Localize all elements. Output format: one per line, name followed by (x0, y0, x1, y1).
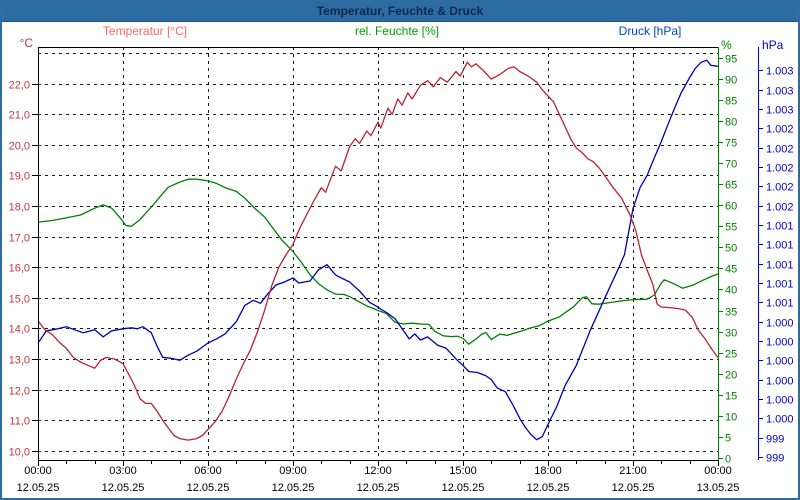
x-axis: 00:00 12.05.25 03:00 12.05.25 06:00 12.05.25 0… (17, 460, 740, 494)
svg-text:1.000: 1.000 (766, 376, 794, 388)
temp-axis-unit-label: °C (19, 36, 33, 50)
svg-text:1.003: 1.003 (766, 66, 794, 78)
svg-text:12.05.25: 12.05.25 (17, 482, 60, 494)
svg-text:06:00: 06:00 (194, 465, 222, 477)
pressure-axis-unit-label: hPa (762, 38, 784, 52)
series-rel-feuchte (37, 178, 719, 345)
svg-text:13.05.25: 13.05.25 (697, 482, 740, 494)
series-header-pressure: Druck [hPa] (618, 24, 682, 38)
temp-axis: 10,0 11,0 12,0 13,0 14,0 15,0 16,0 17,0 18,0 19,0… (9, 80, 38, 459)
gridlines (38, 47, 718, 460)
svg-text:12.05.25: 12.05.25 (187, 482, 230, 494)
svg-text:11,0: 11,0 (9, 416, 30, 428)
svg-text:1.002: 1.002 (766, 163, 794, 175)
svg-text:65: 65 (725, 180, 737, 192)
series-temperatur (37, 61, 719, 441)
svg-text:1.001: 1.001 (766, 298, 794, 310)
pressure-axis: 999 999 1.000 1.000 1.000 1.000 1.000 1.000 1.00… (758, 47, 794, 465)
series-header-humidity: rel. Feuchte [%] (354, 24, 440, 38)
svg-text:1.001: 1.001 (766, 260, 794, 272)
svg-text:45: 45 (725, 264, 737, 276)
series-druck (37, 59, 719, 441)
svg-text:1.001: 1.001 (766, 221, 794, 233)
svg-text:5: 5 (725, 433, 731, 445)
svg-text:1.000: 1.000 (766, 337, 794, 349)
svg-text:1.002: 1.002 (766, 202, 794, 214)
svg-text:12.05.25: 12.05.25 (272, 482, 315, 494)
svg-text:999: 999 (766, 453, 784, 465)
svg-text:80: 80 (725, 117, 737, 129)
svg-text:1.000: 1.000 (766, 318, 794, 330)
svg-text:35: 35 (725, 307, 737, 319)
svg-text:1.003: 1.003 (766, 86, 794, 98)
svg-text:12.05.25: 12.05.25 (612, 482, 655, 494)
svg-text:00:00: 00:00 (704, 465, 732, 477)
svg-text:60: 60 (725, 201, 737, 213)
svg-text:90: 90 (725, 75, 737, 87)
svg-text:1.002: 1.002 (766, 144, 794, 156)
svg-text:95: 95 (725, 54, 737, 66)
svg-text:19,0: 19,0 (9, 171, 30, 183)
svg-text:22,0: 22,0 (9, 80, 30, 92)
humidity-axis: 0 5 10 15 20 25 30 35 40 45 50 55 60 65 70 75 80 85 90 95 (718, 47, 737, 466)
svg-text:12.05.25: 12.05.25 (442, 482, 485, 494)
svg-text:10,0: 10,0 (9, 447, 30, 459)
svg-text:70: 70 (725, 159, 737, 171)
window-title: Temperatur, Feuchte & Druck (316, 4, 484, 18)
svg-text:1.001: 1.001 (766, 279, 794, 291)
svg-text:15:00: 15:00 (449, 465, 477, 477)
svg-text:18,0: 18,0 (9, 202, 30, 214)
svg-text:999: 999 (766, 434, 784, 446)
svg-text:18:00: 18:00 (534, 465, 562, 477)
svg-text:00:00: 00:00 (24, 465, 52, 477)
svg-text:09:00: 09:00 (279, 465, 307, 477)
svg-text:17,0: 17,0 (9, 233, 30, 245)
svg-text:75: 75 (725, 138, 737, 150)
svg-text:12,0: 12,0 (9, 386, 30, 398)
svg-text:12.05.25: 12.05.25 (102, 482, 145, 494)
svg-text:03:00: 03:00 (109, 465, 137, 477)
svg-text:12.05.25: 12.05.25 (527, 482, 570, 494)
svg-text:1.000: 1.000 (766, 414, 794, 426)
window-titlebar: Temperatur, Feuchte & Druck (2, 2, 798, 22)
svg-text:50: 50 (725, 243, 737, 255)
svg-text:1.000: 1.000 (766, 356, 794, 368)
svg-text:12.05.25: 12.05.25 (357, 482, 400, 494)
svg-text:1.002: 1.002 (766, 124, 794, 136)
svg-text:15: 15 (725, 391, 737, 403)
svg-text:55: 55 (725, 222, 737, 234)
svg-text:16,0: 16,0 (9, 263, 30, 275)
svg-text:1.003: 1.003 (766, 105, 794, 117)
svg-text:1.002: 1.002 (766, 182, 794, 194)
svg-text:25: 25 (725, 349, 737, 361)
svg-text:12:00: 12:00 (364, 465, 392, 477)
svg-text:14,0: 14,0 (9, 324, 30, 336)
svg-text:20,0: 20,0 (9, 141, 30, 153)
humidity-axis-unit-label: % (721, 38, 732, 52)
svg-text:21:00: 21:00 (619, 465, 647, 477)
svg-text:20: 20 (725, 370, 737, 382)
svg-text:0: 0 (725, 454, 731, 466)
svg-text:1.001: 1.001 (766, 240, 794, 252)
svg-text:21,0: 21,0 (9, 110, 30, 122)
svg-text:30: 30 (725, 328, 737, 340)
svg-text:10: 10 (725, 412, 737, 424)
svg-text:1.000: 1.000 (766, 395, 794, 407)
svg-text:13,0: 13,0 (9, 355, 30, 367)
svg-text:15,0: 15,0 (9, 294, 30, 306)
svg-text:85: 85 (725, 96, 737, 108)
svg-text:40: 40 (725, 285, 737, 297)
series-header-temperature: Temperatur [°C] (102, 24, 188, 38)
